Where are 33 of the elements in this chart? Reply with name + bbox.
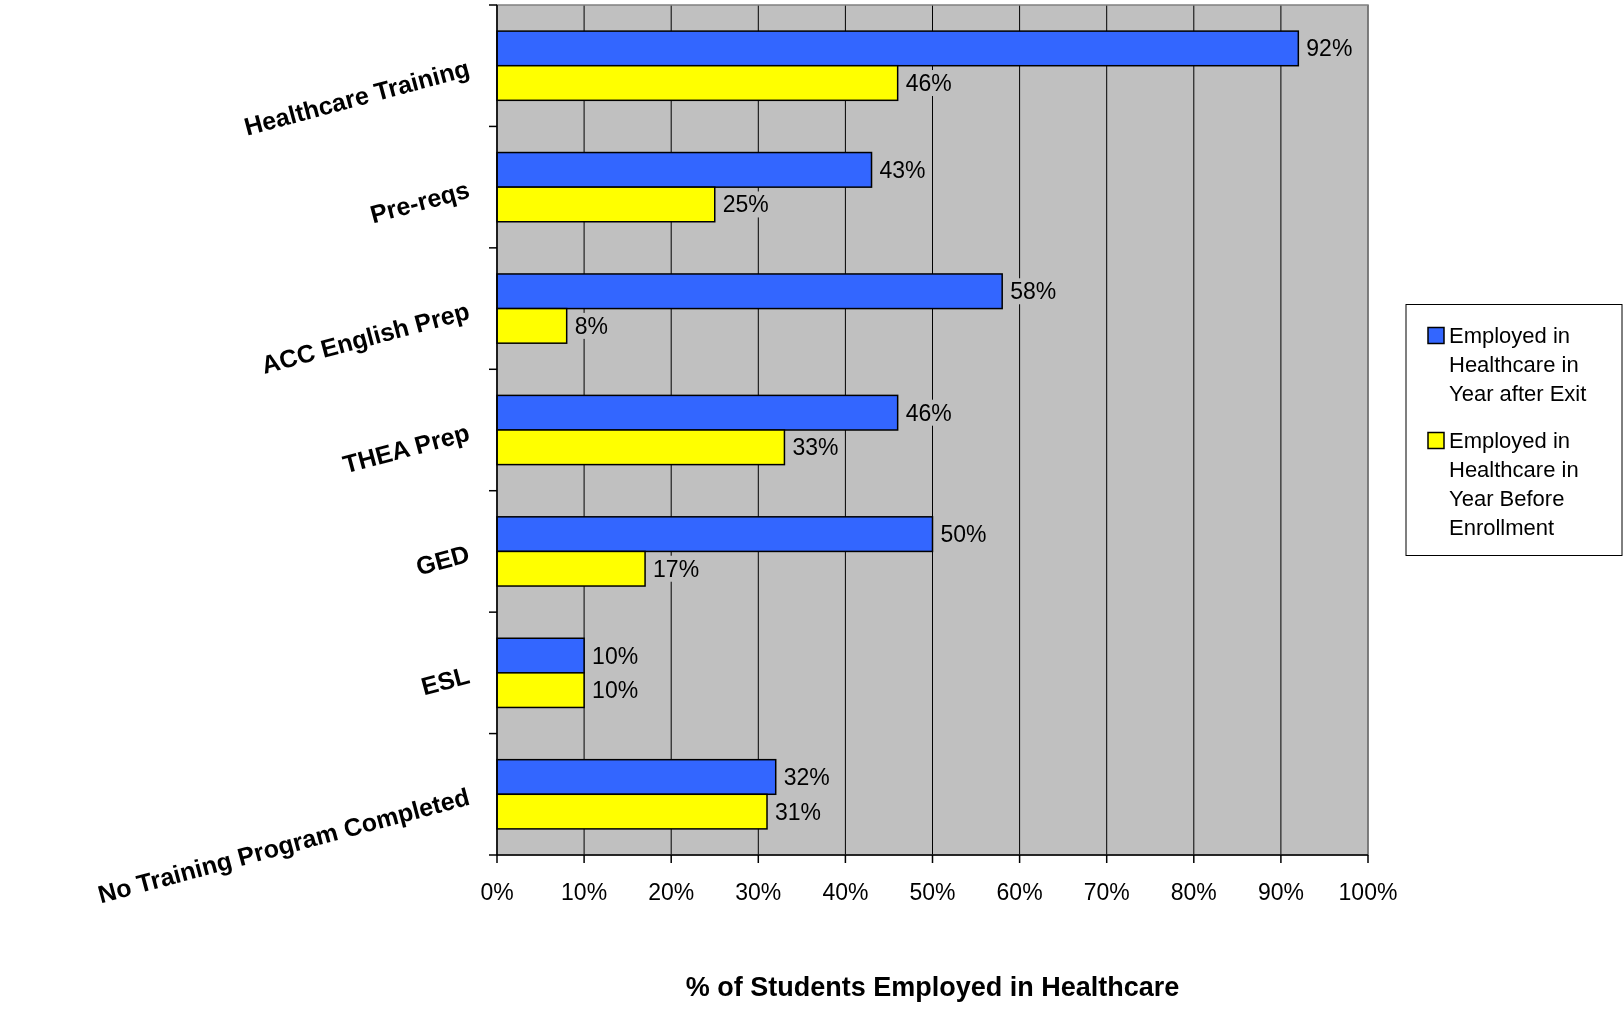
x-tick-label: 0% [480,879,514,905]
x-tick-label: 40% [822,879,869,905]
y-tick-label: GED [412,539,473,581]
data-label: 92% [1306,35,1353,62]
data-label: 31% [775,798,822,825]
x-tick-label: 20% [648,879,695,905]
data-label: 33% [792,434,839,461]
x-tick-label: 10% [561,879,608,905]
data-label: 17% [653,555,700,582]
x-tick-label: 50% [909,879,956,905]
x-tick-label: 80% [1170,879,1217,905]
data-label: 58% [1010,278,1057,305]
x-axis-title: % of Students Employed in Healthcare [685,972,1180,1002]
data-label: 50% [940,521,987,548]
data-label: 10% [592,642,639,669]
x-tick-label: 60% [996,879,1043,905]
data-label: 43% [879,156,926,183]
x-tick-label: 90% [1257,879,1304,905]
legend-label: Employed in Healthcare in Year Before Enrollment [1449,427,1579,540]
data-label: 25% [722,191,769,218]
data-label: 32% [783,764,830,791]
x-tick-label: 100% [1338,879,1398,905]
y-tick-label: ACC English Prep [258,296,473,379]
data-label: 46% [905,70,952,97]
y-tick-label: THEA Prep [339,417,473,479]
data-label: 8% [574,312,608,339]
data-label: 10% [592,677,639,704]
data-label: 46% [905,399,952,426]
x-tick-label: 70% [1083,879,1130,905]
y-tick-label: ESL [418,660,473,701]
y-tick-label: Pre-reqs [367,174,473,229]
x-tick-label: 30% [735,879,782,905]
legend-label: Employed in Healthcare in Year after Exit [1449,322,1587,406]
